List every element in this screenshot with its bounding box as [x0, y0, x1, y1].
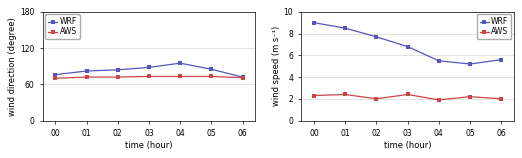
AWS — [405, 94, 411, 95]
Legend: WRF, AWS: WRF, AWS — [477, 14, 512, 39]
WRF — [146, 67, 152, 68]
WRF — [498, 59, 504, 61]
AWS — [115, 76, 121, 78]
WRF — [115, 69, 121, 71]
AWS — [373, 98, 379, 100]
WRF — [52, 74, 58, 76]
AWS — [342, 94, 348, 95]
Line: AWS: AWS — [54, 75, 244, 80]
AWS — [84, 76, 90, 78]
X-axis label: time (hour): time (hour) — [125, 141, 173, 150]
WRF — [342, 27, 348, 29]
WRF — [467, 63, 473, 65]
WRF — [436, 60, 442, 62]
WRF — [240, 76, 246, 78]
Y-axis label: wind direction (degree): wind direction (degree) — [8, 17, 17, 115]
WRF — [405, 46, 411, 48]
Line: WRF: WRF — [54, 61, 244, 79]
AWS — [177, 76, 183, 77]
AWS — [436, 99, 442, 101]
AWS — [498, 98, 504, 100]
AWS — [208, 76, 215, 77]
AWS — [311, 95, 317, 97]
WRF — [373, 36, 379, 38]
AWS — [146, 76, 152, 77]
Y-axis label: wind speed (m s⁻¹): wind speed (m s⁻¹) — [272, 26, 281, 106]
AWS — [52, 77, 58, 79]
WRF — [208, 68, 215, 70]
AWS — [467, 96, 473, 98]
Line: AWS: AWS — [312, 93, 503, 102]
AWS — [240, 77, 246, 79]
X-axis label: time (hour): time (hour) — [384, 141, 431, 150]
WRF — [177, 62, 183, 64]
Legend: WRF, AWS: WRF, AWS — [45, 14, 80, 39]
Line: WRF: WRF — [312, 21, 503, 66]
WRF — [311, 22, 317, 24]
WRF — [84, 70, 90, 72]
